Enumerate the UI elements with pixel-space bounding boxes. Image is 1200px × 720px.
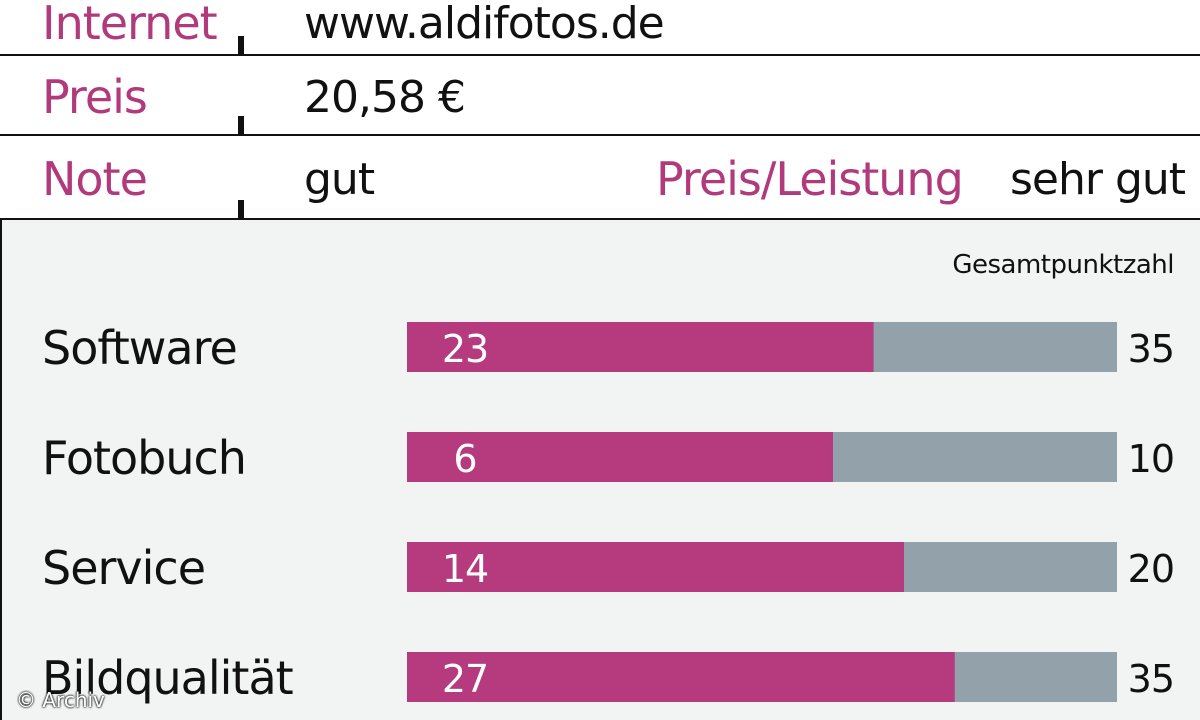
score-value-label: 14 <box>442 547 488 591</box>
score-bar <box>407 432 833 482</box>
info-value-preis-leistung: sehr gut <box>1010 154 1186 205</box>
info-row-note: Note gut Preis/Leistung sehr gut <box>0 136 1200 218</box>
row-separator-tick <box>238 200 244 218</box>
info-label-note: Note <box>42 152 148 206</box>
category-label: Fotobuch <box>42 431 246 485</box>
info-row-internet: Internet www.aldifotos.de <box>0 0 1200 56</box>
score-value-label: 27 <box>442 657 488 701</box>
total-column-header: Gesamtpunktzahl <box>952 250 1174 280</box>
chart-panel: Gesamtpunktzahl Software 23 35 Fotobuch 6 10 S… <box>0 218 1200 720</box>
score-bar <box>407 542 904 592</box>
score-bar <box>407 322 874 372</box>
score-bar <box>407 652 955 702</box>
info-label-preis-leistung: Preis/Leistung <box>656 152 964 206</box>
info-label-internet: Internet <box>42 0 218 50</box>
category-label: Service <box>42 541 205 595</box>
total-value-label: 35 <box>1128 657 1174 701</box>
category-label: Bildqualität <box>42 651 293 705</box>
row-separator-tick <box>238 36 244 54</box>
info-value-internet: www.aldifotos.de <box>304 0 665 49</box>
category-label: Software <box>42 321 237 375</box>
info-value-preis: 20,58 € <box>304 72 466 123</box>
info-row-preis: Preis 20,58 € <box>0 54 1200 136</box>
score-value-label: 6 <box>453 437 476 481</box>
info-value-note: gut <box>304 154 375 205</box>
row-separator-tick <box>238 116 244 134</box>
total-value-label: 35 <box>1128 327 1174 371</box>
copyright-notice: © Archiv <box>16 688 105 712</box>
bar-chart: Software 23 35 Fotobuch 6 10 Service 14 20 Bildqu… <box>42 321 1175 705</box>
info-label-preis: Preis <box>42 70 148 124</box>
total-value-label: 20 <box>1128 547 1174 591</box>
total-value-label: 10 <box>1128 437 1174 481</box>
score-value-label: 23 <box>442 327 488 371</box>
